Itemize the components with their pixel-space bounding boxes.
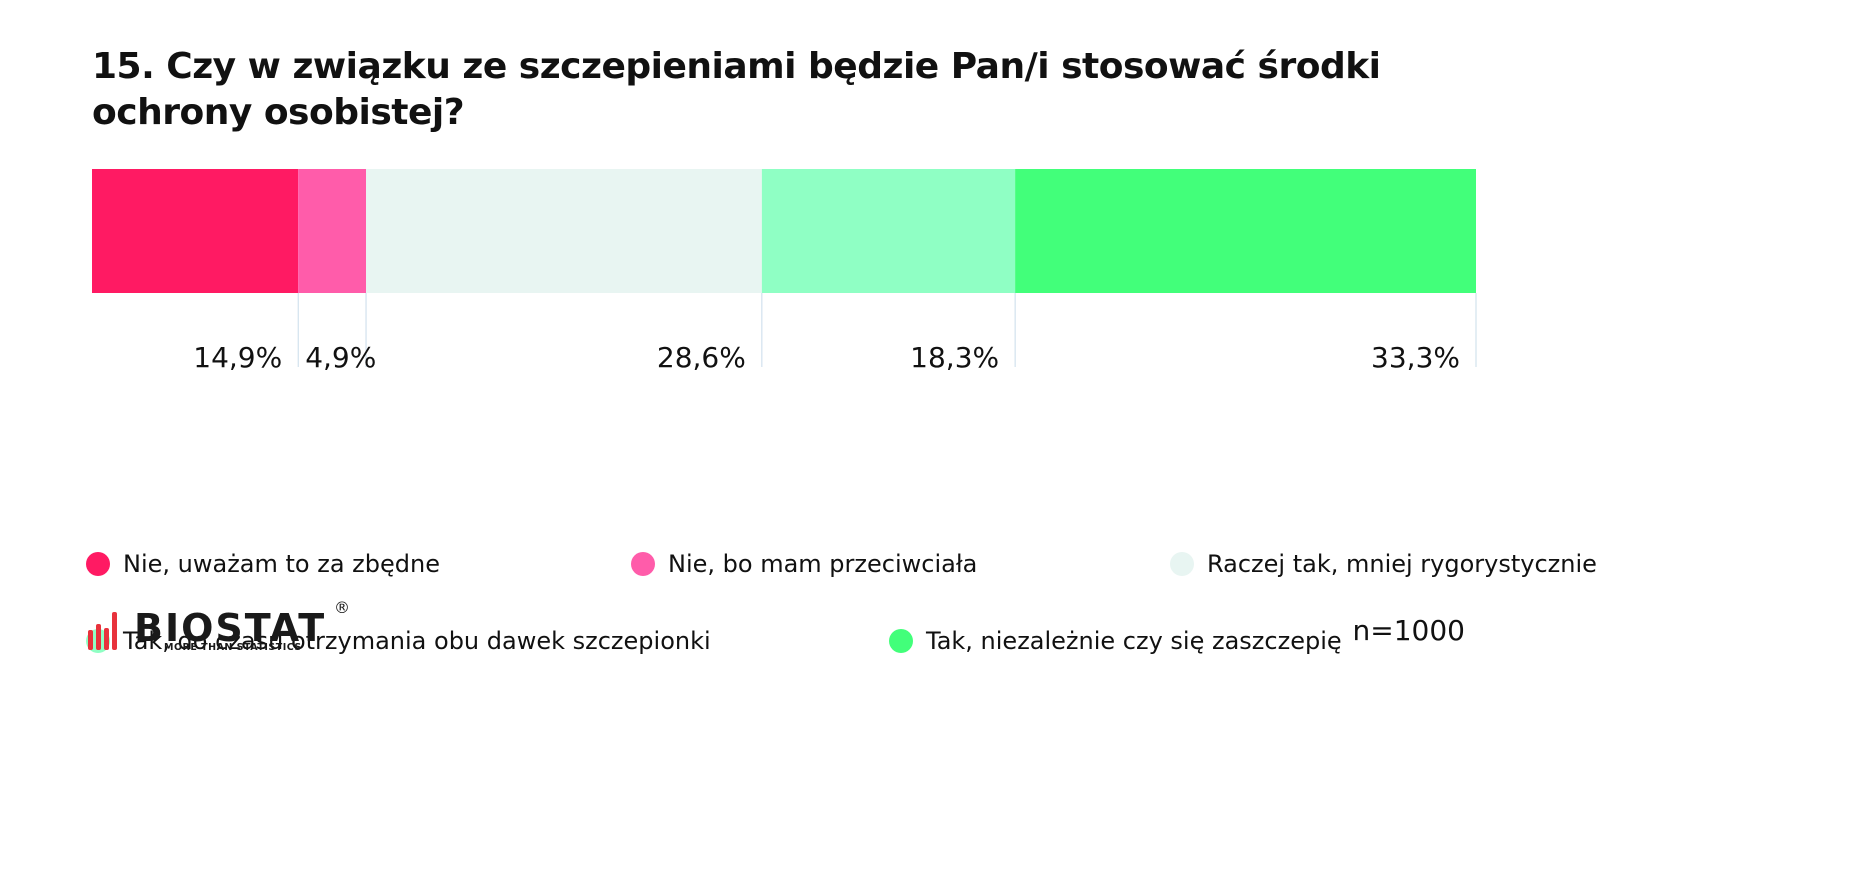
biostat-logo: BIOSTAT ® MORE THAN STATISTICS xyxy=(86,598,416,660)
bar-segment xyxy=(366,169,762,293)
bar-segments xyxy=(92,169,1476,293)
legend-item-nie-zbedne: Nie, uważam to za zbędne xyxy=(86,550,440,578)
legend-swatch xyxy=(86,552,110,576)
legend-label: Nie, bo mam przeciwciała xyxy=(668,550,978,578)
stacked-bar-chart: 14,9% 4,9% 28,6% 18,3% 33,3% xyxy=(92,169,1477,374)
value-label: 14,9% xyxy=(193,341,282,374)
logo-tagline: MORE THAN STATISTICS xyxy=(164,642,302,653)
chart-title: 15. Czy w związku ze szczepieniami będzi… xyxy=(92,46,1381,133)
legend-label: Tak, do czasu otrzymania obu dawek szcze… xyxy=(123,627,711,655)
value-label: 33,3% xyxy=(1371,341,1460,374)
sample-size: n=1000 xyxy=(1352,614,1465,647)
legend-swatch xyxy=(889,629,913,653)
logo-bars-icon xyxy=(88,612,117,650)
value-label: 18,3% xyxy=(910,341,999,374)
legend-label: Tak, niezależnie czy się zaszczepię xyxy=(926,627,1342,655)
legend-swatch xyxy=(631,552,655,576)
value-label: 28,6% xyxy=(657,341,746,374)
legend-item-tak-niezaleznie: Tak, niezależnie czy się zaszczepię xyxy=(889,627,1342,655)
logo-wordmark: BIOSTAT xyxy=(134,606,327,650)
value-label: 4,9% xyxy=(305,341,376,374)
bar-segment xyxy=(92,169,299,293)
bar-segment xyxy=(1015,169,1476,293)
registered-mark: ® xyxy=(334,598,350,617)
legend-item-przeciwciala: Nie, bo mam przeciwciała xyxy=(631,550,977,578)
segment-dividers xyxy=(297,293,1477,367)
legend-item-raczej-tak: Raczej tak, mniej rygorystycznie xyxy=(1170,550,1597,578)
bar-segment xyxy=(298,169,367,293)
legend-label: Nie, uważam to za zbędne xyxy=(123,550,440,578)
legend-swatch xyxy=(1170,552,1194,576)
bar-segment xyxy=(761,169,1016,293)
value-labels: 14,9% 4,9% 28,6% 18,3% 33,3% xyxy=(193,341,1460,374)
legend-label: Raczej tak, mniej rygorystycznie xyxy=(1207,550,1597,578)
